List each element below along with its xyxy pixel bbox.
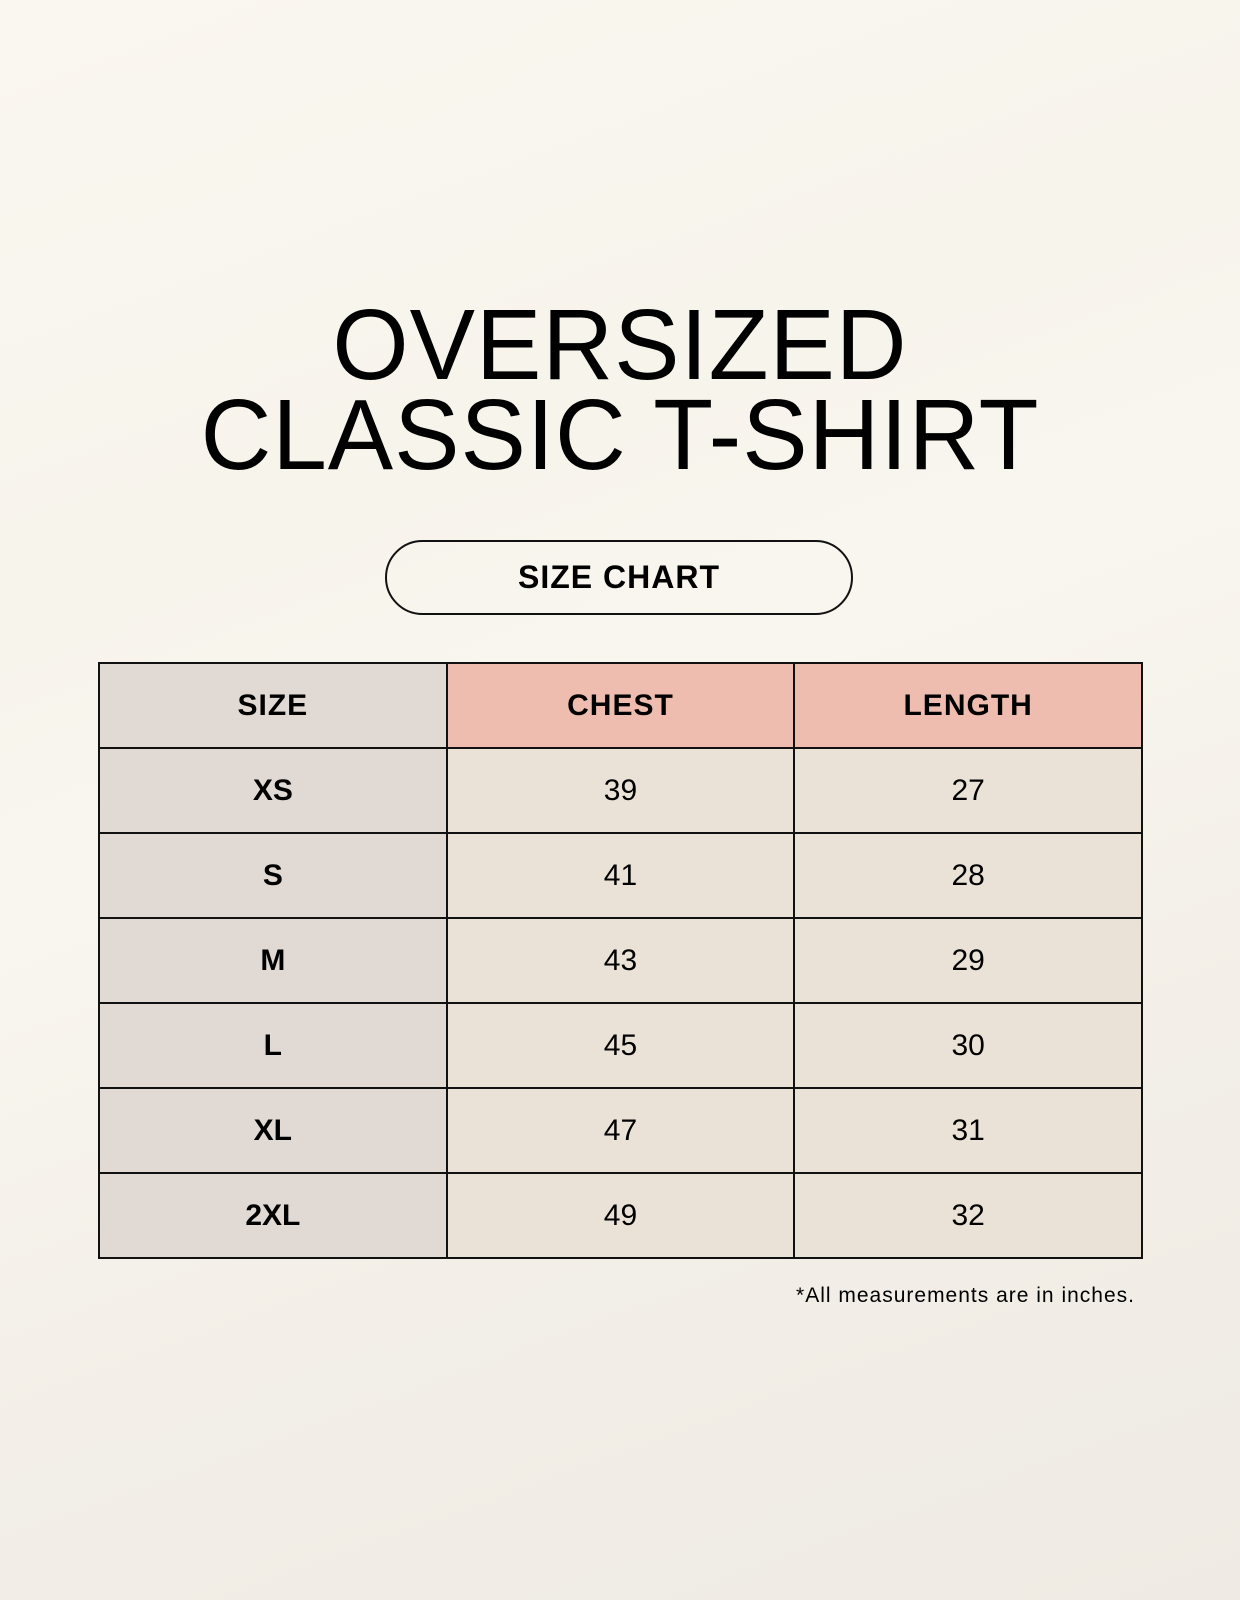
table-row: M 43 29 (98, 917, 1143, 1004)
chest-cell: 41 (445, 832, 796, 919)
title-line-1: OVERSIZED (332, 289, 908, 401)
header-length: LENGTH (793, 662, 1143, 749)
page-title: OVERSIZED CLASSIC T-SHIRT (0, 289, 1240, 491)
table-row: XS 39 27 (98, 747, 1143, 834)
chest-cell: 49 (445, 1172, 796, 1259)
size-cell: M (98, 917, 448, 1004)
size-table: SIZE CHEST LENGTH XS 39 27 S 41 28 M 43 29 L 45 30 X… (98, 662, 1143, 1259)
chest-cell: 47 (445, 1087, 796, 1174)
length-cell: 32 (793, 1172, 1143, 1259)
chest-cell: 39 (445, 747, 796, 834)
length-cell: 29 (793, 917, 1143, 1004)
size-cell: XS (98, 747, 448, 834)
chest-cell: 45 (445, 1002, 796, 1089)
measurement-note: *All measurements are in inches. (796, 1284, 1135, 1307)
header-size: SIZE (98, 662, 448, 749)
length-cell: 31 (793, 1087, 1143, 1174)
length-cell: 28 (793, 832, 1143, 919)
size-cell: L (98, 1002, 448, 1089)
table-row: 2XL 49 32 (98, 1172, 1143, 1259)
header-chest: CHEST (445, 662, 796, 749)
length-cell: 27 (793, 747, 1143, 834)
table-row: XL 47 31 (98, 1087, 1143, 1174)
title-line-2: CLASSIC T-SHIRT (200, 379, 1040, 491)
table-header-row: SIZE CHEST LENGTH (98, 662, 1143, 749)
size-cell: 2XL (98, 1172, 448, 1259)
chest-cell: 43 (445, 917, 796, 1004)
table-row: S 41 28 (98, 832, 1143, 919)
size-chart-badge: SIZE CHART (385, 540, 853, 615)
size-cell: XL (98, 1087, 448, 1174)
size-cell: S (98, 832, 448, 919)
length-cell: 30 (793, 1002, 1143, 1089)
table-row: L 45 30 (98, 1002, 1143, 1089)
